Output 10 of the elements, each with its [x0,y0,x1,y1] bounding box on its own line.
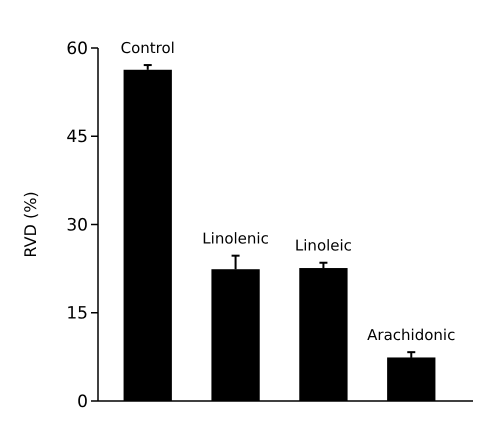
x-tick-label: Linoleic [294,236,352,255]
x-tick-label: Arachidonic [367,326,456,344]
y-tick-label: 30 [66,215,88,236]
y-tick-label: 60 [66,38,88,59]
y-tick-label: 15 [66,304,88,324]
y-axis-title: RVD (%) [21,191,40,258]
x-tick-label: Linolenic [202,230,269,248]
y-tick-label: 0 [77,392,88,412]
x-tick-label: Control [120,39,175,58]
y-tick-label: 45 [66,127,88,148]
